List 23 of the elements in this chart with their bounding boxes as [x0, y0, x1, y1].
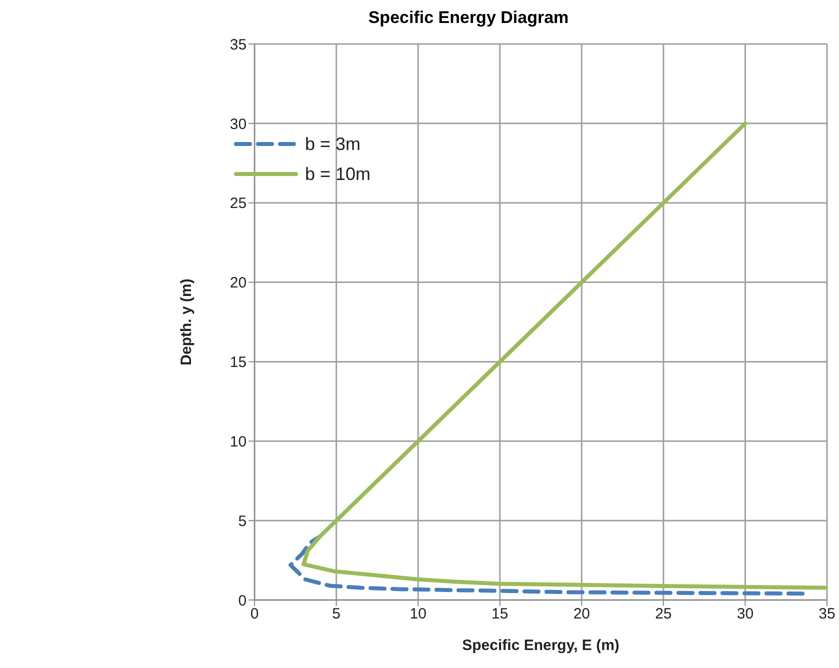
legend-label: b = 3m [305, 134, 361, 154]
x-tick-label: 0 [250, 606, 259, 623]
y-tick-label: 0 [238, 592, 247, 610]
x-tick-label: 35 [818, 606, 836, 623]
y-tick-label: 35 [230, 36, 247, 54]
y-tick-label: 15 [230, 354, 247, 372]
x-tick-label: 5 [332, 606, 340, 623]
y-tick-label: 10 [230, 433, 247, 450]
line-series [288, 534, 804, 596]
x-tick-label: 10 [410, 606, 426, 623]
x-tick-label: 25 [655, 606, 672, 623]
x-tick-label: 30 [736, 606, 754, 623]
y-axis-title: Depth. y (m) [178, 278, 195, 366]
x-tick-label: 20 [573, 606, 590, 623]
x-tick-label: 15 [492, 606, 508, 623]
y-tick-label: 5 [238, 512, 247, 530]
line-series [302, 121, 827, 590]
y-tick-label: 20 [230, 274, 247, 292]
legend-label: b = 10m [305, 164, 371, 184]
y-tick-label: 30 [230, 116, 247, 133]
chart-title: Specific Energy Diagram [367, 8, 570, 29]
y-tick-label: 25 [230, 195, 247, 212]
x-axis-title: Specific Energy, E (m) [462, 637, 620, 654]
